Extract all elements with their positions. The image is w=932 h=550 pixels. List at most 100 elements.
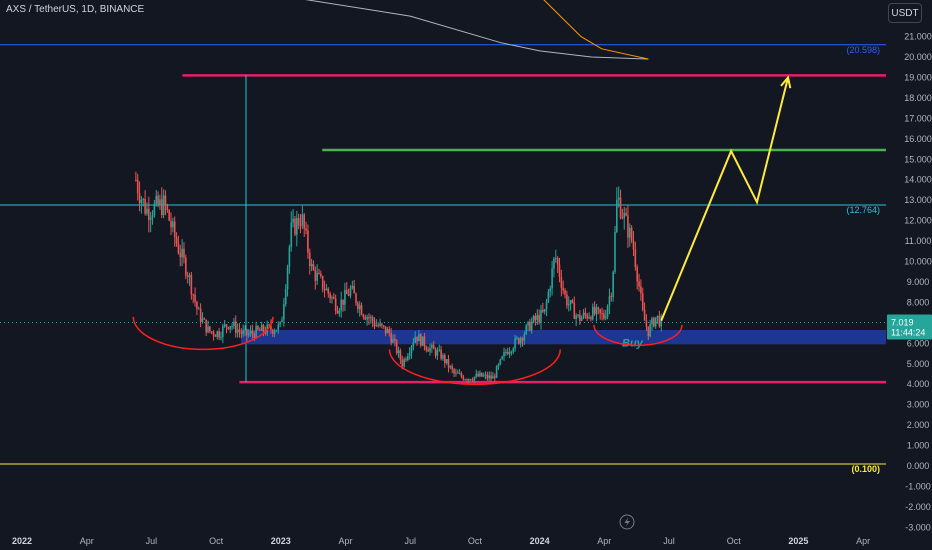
candle-body — [170, 220, 172, 228]
currency-unit-button[interactable]: USDT — [888, 3, 922, 23]
candle-body — [632, 240, 635, 250]
candle-body — [395, 340, 398, 353]
projection-path[interactable] — [660, 77, 790, 322]
candle-body — [320, 273, 322, 277]
candle-body — [236, 329, 239, 333]
candle-body — [540, 309, 542, 323]
candle-body — [599, 309, 601, 314]
candle-body — [569, 300, 572, 304]
arc-left[interactable] — [132, 316, 274, 351]
candle-body — [381, 323, 383, 326]
candle-body — [222, 326, 224, 337]
candle-body — [177, 243, 180, 254]
candle-body — [534, 315, 537, 320]
y-tick-label: 1.000 — [907, 441, 930, 451]
candle-body — [392, 339, 394, 343]
candle-body — [566, 294, 568, 306]
candle-body — [338, 310, 341, 314]
level-0100-label: (0.100) — [851, 464, 880, 474]
candle-body — [530, 321, 533, 331]
y-tick-label: 9.000 — [907, 277, 930, 287]
candle-body — [580, 317, 583, 321]
candle-body — [538, 315, 540, 323]
y-tick-label: 16.000 — [904, 134, 932, 144]
y-tick-label: 11.000 — [905, 236, 932, 246]
candle-body — [630, 227, 633, 241]
y-tick-label: 4.000 — [907, 379, 930, 389]
y-tick-label: 18.000 — [904, 93, 932, 103]
candle-body — [649, 324, 651, 337]
candle-body — [179, 253, 182, 258]
candle-body — [460, 373, 463, 377]
candle-body — [358, 305, 361, 310]
candle-body — [505, 351, 507, 353]
x-tick-label: Apr — [80, 536, 94, 546]
x-tick-label: Apr — [338, 536, 352, 546]
projection-arrowhead — [780, 75, 792, 89]
x-tick-label: Apr — [856, 536, 870, 546]
candle-body — [186, 275, 189, 277]
candle-body — [218, 331, 220, 338]
y-tick-label: 13.000 — [904, 195, 932, 205]
candle-body — [510, 351, 513, 353]
candle-body — [207, 326, 209, 333]
candle-body — [251, 330, 254, 334]
level-12764-label: (12.764) — [846, 205, 880, 215]
candle-body — [456, 372, 459, 374]
arc-right[interactable] — [593, 324, 683, 347]
x-tick-label: 2023 — [271, 536, 291, 546]
candle-body — [564, 290, 566, 295]
candle-body — [233, 321, 235, 327]
candle-body — [351, 285, 354, 289]
candle-body — [205, 319, 207, 333]
last-price-tag — [887, 314, 932, 340]
candle-body — [368, 317, 370, 319]
y-tick-label: -2.000 — [905, 502, 931, 512]
candle-body — [334, 298, 337, 311]
x-tick-label: 2025 — [788, 536, 808, 546]
candle-body — [366, 317, 368, 320]
candle-body — [527, 321, 529, 326]
candle-body — [432, 344, 435, 350]
x-tick-label: Oct — [209, 536, 224, 546]
candle-body — [405, 359, 407, 361]
candle-body — [397, 350, 400, 353]
arc-middle[interactable] — [388, 349, 562, 385]
candle-body — [197, 308, 200, 310]
candle-body — [523, 334, 526, 341]
lightning-icon[interactable] — [619, 514, 635, 530]
candle-body — [654, 317, 657, 327]
candle-body — [547, 291, 550, 302]
candle-body — [281, 319, 283, 323]
candle-body — [634, 249, 637, 268]
candle-body — [636, 267, 638, 282]
candle-body — [175, 237, 178, 244]
candle-body — [575, 315, 577, 319]
candle-body — [593, 306, 596, 314]
y-tick-label: 12.000 — [904, 216, 932, 226]
candle-body — [173, 221, 176, 238]
x-axis: 2022 Apr Jul Oct 2023 Apr Jul Oct 2024 Apr Jul Oct 2… — [12, 536, 870, 546]
candle-body — [588, 317, 590, 319]
candle-body — [323, 289, 326, 291]
candle-body — [499, 359, 502, 365]
candle-body — [551, 268, 553, 289]
candle-body — [554, 258, 557, 260]
candle-body — [412, 342, 415, 347]
candle-body — [451, 366, 454, 370]
candle-body — [495, 366, 498, 378]
candle-body — [188, 275, 191, 277]
buy-zone[interactable] — [241, 330, 886, 345]
candle-body — [408, 353, 411, 357]
candle-body — [321, 276, 324, 290]
candle-body — [260, 325, 263, 331]
candle-body — [370, 317, 372, 319]
candle-body — [136, 179, 139, 194]
candle-body — [212, 331, 215, 336]
candle-body — [517, 338, 520, 344]
candle-body — [318, 272, 320, 274]
candle-body — [253, 333, 256, 338]
candle-body — [303, 214, 306, 229]
